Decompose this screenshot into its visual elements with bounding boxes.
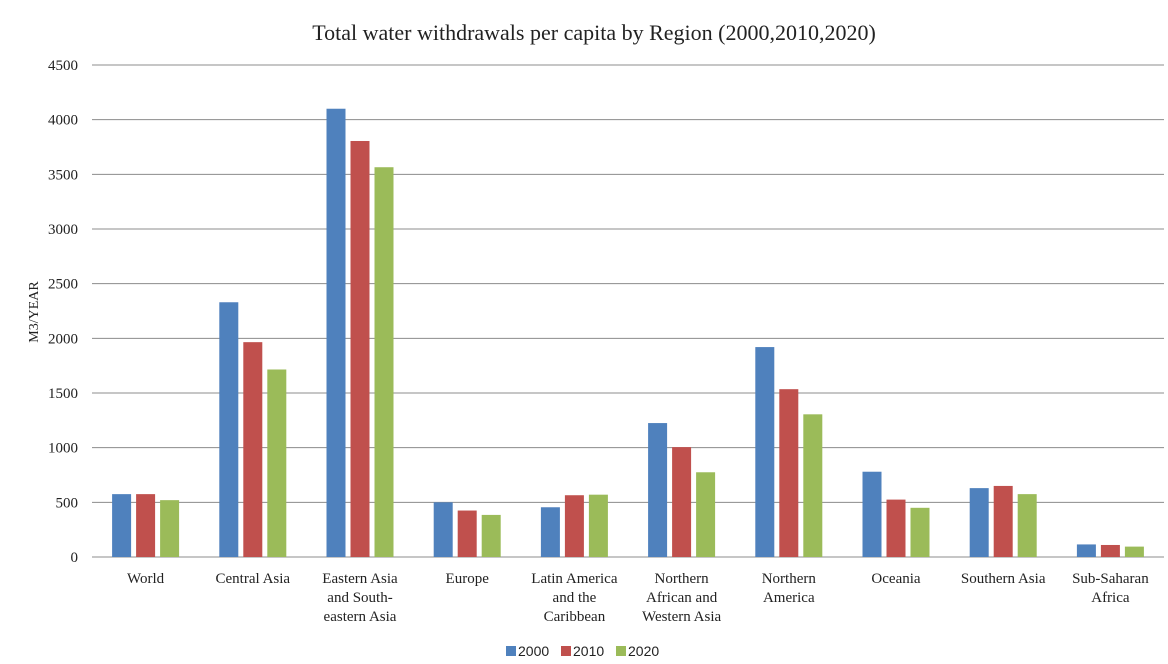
y-tick-label: 1500	[48, 386, 78, 402]
y-tick-label: 3500	[48, 167, 78, 183]
x-tick-label: Northern	[762, 571, 817, 587]
legend-label: 2010	[573, 643, 604, 659]
bar-2000	[433, 502, 453, 557]
y-tick-label: 500	[56, 495, 79, 511]
x-tick-label: Northern	[655, 571, 710, 587]
y-tick-label: 2500	[48, 277, 78, 293]
y-axis-ticks: 0 500 1000 1500 2000 2500 3000 3500 4000 4500	[48, 58, 78, 566]
y-tick-label: 0	[71, 550, 79, 566]
legend-label: 2020	[628, 643, 659, 659]
x-tick-label: Europe	[446, 571, 490, 587]
bar-2010	[886, 499, 906, 557]
bars	[112, 108, 1144, 557]
bar-2010	[243, 342, 263, 557]
bar-2020	[160, 500, 180, 557]
bar-2020	[481, 514, 501, 557]
x-tick-label: World	[127, 571, 165, 587]
bar-2020	[910, 507, 930, 557]
legend-swatch-2010	[561, 646, 571, 656]
bar-2020	[1124, 546, 1144, 557]
x-tick-label: Caribbean	[544, 609, 606, 625]
x-tick-label: Latin America	[531, 571, 618, 587]
y-tick-label: 3000	[48, 222, 78, 238]
bar-2000	[1076, 544, 1096, 557]
x-tick-label: Eastern Asia	[322, 571, 398, 587]
bar-2020	[1017, 494, 1037, 557]
y-tick-label: 2000	[48, 331, 78, 347]
bar-2020	[588, 494, 608, 557]
x-tick-label: and South-	[327, 590, 392, 606]
x-tick-label: Southern Asia	[961, 571, 1046, 587]
bar-2010	[1100, 544, 1120, 557]
bar-2000	[755, 347, 775, 557]
bar-2000	[540, 507, 560, 557]
bar-2010	[779, 389, 799, 557]
bar-2020	[696, 472, 716, 557]
x-tick-label: Western Asia	[642, 609, 722, 625]
x-tick-label: Africa	[1091, 590, 1130, 606]
legend: 2000 2010 2020	[506, 643, 659, 659]
x-tick-label: eastern Asia	[324, 609, 397, 625]
bar-2000	[326, 108, 346, 557]
bar-2020	[374, 167, 394, 557]
bar-2010	[564, 495, 584, 557]
bar-2000	[219, 302, 239, 557]
chart-title: Total water withdrawals per capita by Re…	[312, 20, 876, 45]
bar-2000	[969, 488, 989, 557]
bar-2000	[648, 423, 668, 557]
legend-label: 2000	[518, 643, 549, 659]
legend-swatch-2000	[506, 646, 516, 656]
x-axis-labels: World Central Asia Eastern Asia and South-e…	[127, 571, 1149, 625]
x-tick-label: African and	[646, 590, 718, 606]
bar-2020	[267, 369, 287, 557]
bar-2020	[803, 414, 823, 557]
y-tick-label: 1000	[48, 441, 78, 457]
x-tick-label: Sub-Saharan	[1072, 571, 1149, 587]
x-tick-label: and the	[553, 590, 597, 606]
y-tick-label: 4000	[48, 113, 78, 129]
bar-2000	[112, 494, 132, 557]
x-tick-label: Oceania	[871, 571, 920, 587]
bar-2000	[862, 471, 882, 557]
x-tick-label: Central Asia	[216, 571, 291, 587]
bar-2010	[457, 510, 477, 557]
legend-swatch-2020	[616, 646, 626, 656]
bar-2010	[672, 447, 692, 557]
bar-2010	[350, 140, 370, 557]
x-tick-label: America	[763, 590, 815, 606]
y-axis-label: M3/YEAR	[27, 281, 42, 343]
y-tick-label: 4500	[48, 58, 78, 74]
bar-2010	[136, 494, 156, 557]
bar-2010	[993, 485, 1013, 557]
